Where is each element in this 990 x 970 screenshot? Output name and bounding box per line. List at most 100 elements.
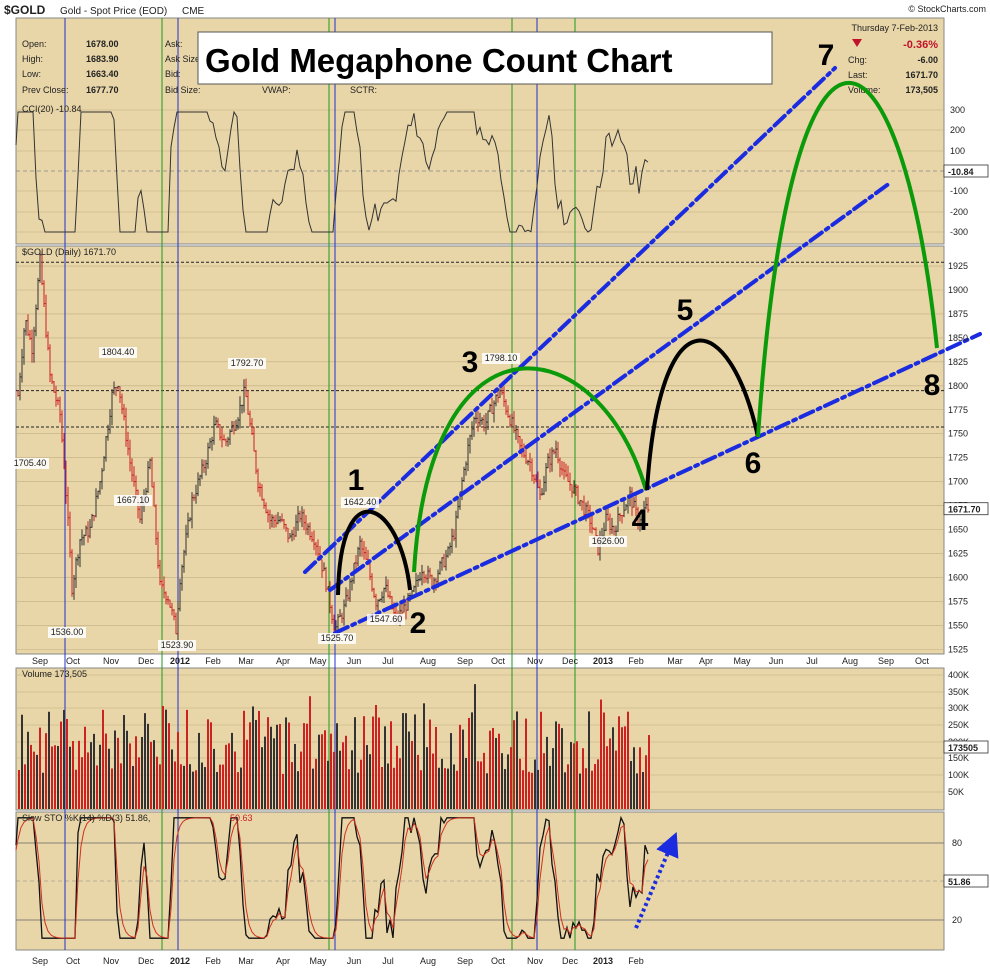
volume-bar bbox=[165, 709, 167, 809]
volume-bar bbox=[291, 762, 293, 809]
volume-bar bbox=[588, 711, 590, 809]
volume-bar bbox=[336, 723, 338, 809]
volume-bar bbox=[621, 727, 623, 809]
megaphone-overlay bbox=[303, 66, 982, 929]
chg-label: Chg: bbox=[848, 55, 867, 65]
volume-bar bbox=[30, 744, 32, 809]
x-axis-label-bottom: Jul bbox=[382, 956, 394, 966]
price-label: 1804.40 bbox=[102, 347, 135, 357]
price-last-tag: 1671.70 bbox=[948, 505, 981, 515]
description: Gold - Spot Price (EOD) bbox=[60, 6, 167, 17]
volume-bar bbox=[141, 736, 143, 809]
x-axis-label-bottom: 2012 bbox=[170, 956, 190, 966]
volume-bar bbox=[240, 767, 242, 809]
volume-bar bbox=[114, 730, 116, 809]
volume-bar bbox=[438, 767, 440, 809]
down-triangle-icon bbox=[852, 39, 862, 47]
volume-bar bbox=[39, 727, 41, 809]
cci-axis-label: 100 bbox=[950, 146, 965, 156]
price-axis-label: 1875 bbox=[948, 309, 968, 319]
volume-bar bbox=[561, 728, 563, 809]
price-axis-label: 1575 bbox=[948, 596, 968, 606]
x-axis-label: Apr bbox=[276, 656, 290, 666]
volume-bar bbox=[258, 710, 260, 809]
sto-last-tag-box bbox=[943, 874, 989, 888]
volume-bar bbox=[450, 733, 452, 809]
volume-bar bbox=[177, 732, 179, 809]
volume-bar bbox=[105, 733, 107, 809]
volume-bar bbox=[252, 706, 254, 809]
x-axis-label-bottom: Feb bbox=[628, 956, 644, 966]
volume-bar bbox=[576, 741, 578, 809]
volume-bar bbox=[435, 726, 437, 809]
volume-bar bbox=[642, 771, 644, 809]
volume-bar bbox=[183, 765, 185, 809]
cci-axis-label: -100 bbox=[950, 186, 968, 196]
volume-axis-label: 350K bbox=[948, 687, 969, 697]
price-panel bbox=[15, 245, 945, 655]
volume-bar bbox=[63, 709, 65, 809]
x-axis-label: Sep bbox=[457, 656, 473, 666]
sto-label: Slow STO %K(14) %D(3) 51.86, bbox=[22, 813, 150, 823]
volume-bar bbox=[540, 711, 542, 809]
annotation-labels: 1705.40 1804.40 1667.10 1792.70 1536.00 1523.… bbox=[11, 39, 940, 651]
volume-bar bbox=[261, 747, 263, 809]
volume-bar bbox=[513, 720, 515, 809]
x-axis-label: 2012 bbox=[170, 656, 190, 666]
volume-bar bbox=[78, 740, 80, 809]
volume-bar bbox=[306, 723, 308, 809]
volume-bar bbox=[342, 742, 344, 809]
price-label: 1642.40 bbox=[344, 497, 377, 507]
volume-bar bbox=[573, 743, 575, 809]
price-label: 1525.70 bbox=[321, 633, 354, 643]
volume-bar bbox=[495, 737, 497, 809]
price-axis-label: 1550 bbox=[948, 620, 968, 630]
volume-bar bbox=[255, 720, 257, 809]
volume-bar bbox=[594, 764, 596, 809]
volume-bar bbox=[192, 771, 194, 809]
volume-bar bbox=[54, 745, 56, 809]
cci-axis-label: 200 bbox=[950, 125, 965, 135]
price-label-bg bbox=[158, 640, 196, 651]
volume-bar bbox=[147, 723, 149, 809]
x-axis-label-bottom: Oct bbox=[66, 956, 81, 966]
x-axis-label-bottom: Oct bbox=[491, 956, 506, 966]
wave-count-label: 6 bbox=[745, 447, 762, 480]
volume-bar bbox=[510, 747, 512, 809]
volume-bar bbox=[318, 734, 320, 809]
volume-bar bbox=[222, 764, 224, 809]
sto-d-line bbox=[15, 817, 649, 939]
volume-bar bbox=[210, 722, 212, 809]
volume-bar bbox=[411, 740, 413, 809]
chart-header: $GOLD Gold - Spot Price (EOD) CME © Stoc… bbox=[4, 3, 986, 17]
volume-bar bbox=[186, 709, 188, 809]
volume-bar bbox=[36, 754, 38, 809]
x-axis-label: Jun bbox=[347, 656, 362, 666]
volume-bar bbox=[633, 747, 635, 809]
volume-bar bbox=[597, 759, 599, 809]
wave-count-label: 8 bbox=[924, 369, 941, 402]
wave-count-label: 2 bbox=[410, 607, 427, 640]
volume-bar bbox=[570, 742, 572, 809]
x-axis-label-bottom: Aug bbox=[420, 956, 436, 966]
x-axis-label: Dec bbox=[562, 656, 579, 666]
x-axis-label: Oct bbox=[915, 656, 930, 666]
price-label: 1705.40 bbox=[14, 458, 47, 468]
volume-bar bbox=[102, 709, 104, 809]
x-axis-label: Aug bbox=[420, 656, 436, 666]
asksize-label: Ask Size: bbox=[165, 54, 203, 64]
volume-bar bbox=[87, 752, 89, 809]
volume-bar bbox=[447, 768, 449, 809]
wave-count-label: 4 bbox=[632, 504, 649, 537]
high-value: 1683.90 bbox=[86, 54, 119, 64]
volume-bar bbox=[24, 764, 26, 809]
volume-bar bbox=[264, 736, 266, 809]
volume-bar bbox=[489, 730, 491, 809]
x-axis-label-bottom: 2013 bbox=[593, 956, 613, 966]
volume-bar bbox=[219, 764, 221, 809]
volume-bar bbox=[51, 746, 53, 809]
sto-axis-label: 20 bbox=[952, 915, 962, 925]
volume-bar bbox=[369, 754, 371, 809]
volume-bar bbox=[378, 717, 380, 809]
x-axis-label-bottom: Nov bbox=[527, 956, 544, 966]
